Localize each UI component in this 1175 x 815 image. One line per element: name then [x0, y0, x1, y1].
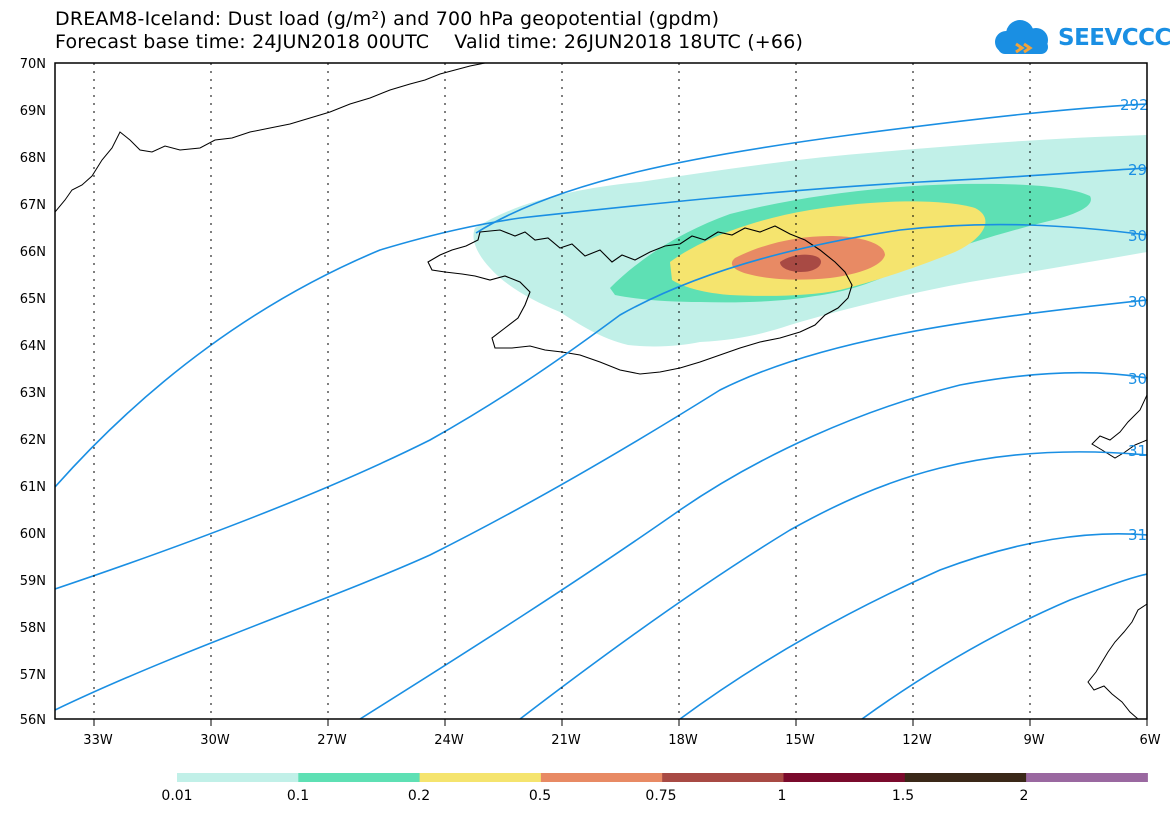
colorbar-swatch	[177, 773, 299, 782]
colorbar-label: 1.5	[892, 788, 914, 804]
colorbar-swatch	[298, 773, 421, 782]
colorbar-swatch	[662, 773, 784, 782]
lat-label: 56N	[20, 713, 46, 728]
contour-label: 31	[1128, 442, 1147, 460]
logo-text: SEEVCCC	[1058, 25, 1171, 51]
lat-label: 60N	[20, 527, 46, 542]
lat-label: 63N	[20, 386, 46, 401]
contour-label: 30	[1128, 227, 1147, 245]
colorbar	[177, 773, 1148, 782]
lon-label: 21W	[551, 733, 581, 748]
greenland-coastline	[55, 63, 486, 213]
lon-label: 18W	[668, 733, 698, 748]
contour-label: 292	[1120, 96, 1149, 114]
contour-line	[55, 299, 1147, 711]
lat-label: 68N	[20, 151, 46, 166]
scotland-coastline	[1087, 603, 1147, 719]
plot-frame	[54, 62, 1148, 720]
colorbar-label: 0.2	[408, 788, 430, 804]
lat-label: 58N	[20, 621, 46, 636]
colorbar-swatch	[904, 773, 1027, 782]
lat-label: 59N	[20, 574, 46, 589]
lat-label: 70N	[20, 57, 46, 72]
lon-label: 6W	[1139, 733, 1160, 748]
lat-label: 57N	[20, 668, 46, 683]
colorbar-swatch	[1026, 773, 1148, 782]
colorbar-swatch	[540, 773, 663, 782]
chart-title: DREAM8-Iceland: Dust load (g/m²) and 700…	[55, 8, 720, 30]
lon-label: 9W	[1023, 733, 1044, 748]
lon-label: 12W	[902, 733, 932, 748]
contour-label: 30	[1128, 370, 1147, 388]
colorbar-label: 0.1	[287, 788, 309, 804]
colorbar-label: 0.01	[161, 788, 192, 804]
colorbar-swatch	[419, 773, 542, 782]
contour-label: 31	[1128, 526, 1147, 544]
lat-label: 66N	[20, 245, 46, 260]
contour-line	[55, 223, 1147, 590]
contour-line	[475, 103, 1147, 234]
iceland-coastline	[427, 225, 853, 375]
lon-label: 33W	[83, 733, 113, 748]
lat-label: 62N	[20, 433, 46, 448]
forecast-time-line: Forecast base time: 24JUN2018 00UTC Vali…	[55, 31, 804, 53]
colorbar-label: 0.75	[645, 788, 676, 804]
lat-label: 61N	[20, 480, 46, 495]
lat-label: 67N	[20, 198, 46, 213]
norway-coastline	[1091, 394, 1147, 459]
contour-line	[55, 167, 1147, 488]
contour-line	[359, 371, 1147, 719]
lat-label: 69N	[20, 104, 46, 119]
contour-line	[679, 533, 1147, 719]
colorbar-label: 1	[778, 788, 787, 804]
colorbar-label: 0.5	[529, 788, 551, 804]
lon-label: 27W	[317, 733, 347, 748]
lon-label: 15W	[785, 733, 815, 748]
cloud-icon	[995, 20, 1048, 54]
lat-label: 64N	[20, 339, 46, 354]
contour-line	[861, 573, 1147, 719]
dust-area-0.75	[780, 254, 822, 272]
colorbar-label: 2	[1020, 788, 1029, 804]
contour-label: 29	[1128, 161, 1147, 179]
contour-label: 30	[1128, 293, 1147, 311]
colorbar-swatch	[783, 773, 906, 782]
lon-label: 24W	[434, 733, 464, 748]
lat-label: 65N	[20, 292, 46, 307]
contour-line	[519, 451, 1147, 719]
lon-label: 30W	[200, 733, 230, 748]
